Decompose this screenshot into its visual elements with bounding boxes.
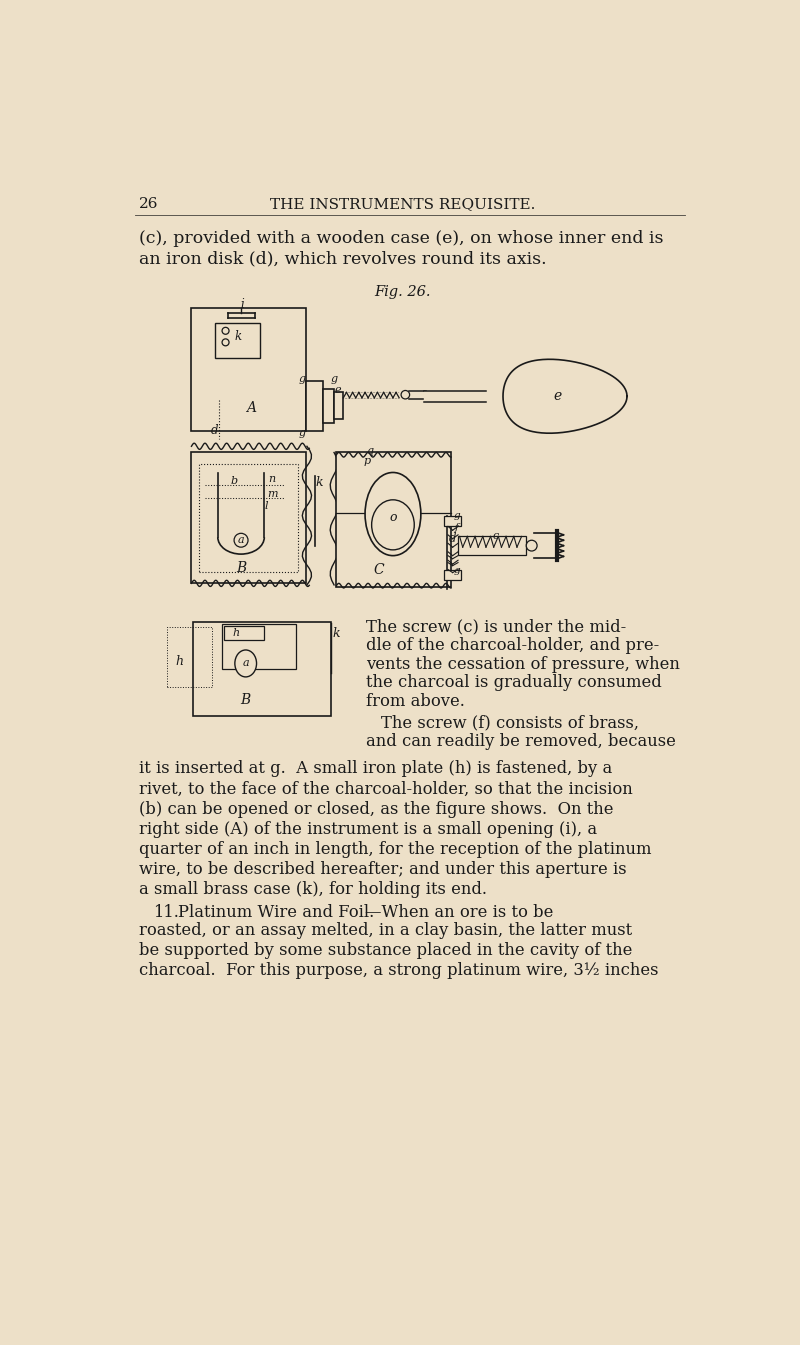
Bar — [458, 537, 526, 555]
Text: d: d — [211, 425, 218, 437]
Circle shape — [222, 339, 229, 346]
Text: rivet, to the face of the charcoal-holder, so that the incision: rivet, to the face of the charcoal-holde… — [138, 780, 633, 798]
Bar — [167, 627, 212, 687]
Bar — [336, 452, 451, 588]
Text: dle of the charcoal-holder, and pre-: dle of the charcoal-holder, and pre- — [366, 638, 659, 654]
Text: Platinum Wire and Foil.: Platinum Wire and Foil. — [178, 904, 374, 921]
Text: A: A — [246, 401, 256, 414]
Text: right side (A) of the instrument is a small opening (i), a: right side (A) of the instrument is a sm… — [138, 820, 597, 838]
Text: C: C — [374, 562, 384, 577]
Text: and can readily be removed, because: and can readily be removed, because — [366, 733, 676, 749]
Bar — [222, 624, 296, 668]
Ellipse shape — [365, 472, 421, 555]
Polygon shape — [424, 391, 487, 402]
Text: p: p — [364, 456, 371, 465]
Text: (c), provided with a wooden case (e), on whose inner end is: (c), provided with a wooden case (e), on… — [138, 230, 663, 247]
Text: g: g — [298, 374, 306, 385]
Text: a: a — [242, 659, 249, 668]
Bar — [193, 621, 331, 716]
Text: q: q — [366, 447, 374, 456]
Text: a: a — [238, 535, 244, 545]
Text: The screw (c) is under the mid-: The screw (c) is under the mid- — [366, 619, 626, 636]
Text: m: m — [267, 490, 278, 499]
Text: k: k — [234, 330, 242, 343]
Bar — [214, 323, 260, 358]
Text: B: B — [236, 561, 246, 574]
Bar — [306, 381, 323, 430]
Text: quarter of an inch in length, for the reception of the platinum: quarter of an inch in length, for the re… — [138, 841, 651, 858]
Text: a small brass case (k), for holding its end.: a small brass case (k), for holding its … — [138, 881, 486, 897]
Text: vents the cessation of pressure, when: vents the cessation of pressure, when — [366, 656, 680, 672]
Text: g: g — [453, 511, 460, 521]
Bar — [191, 452, 306, 584]
Text: g: g — [330, 374, 338, 385]
Polygon shape — [503, 359, 627, 433]
Bar — [444, 569, 461, 580]
Text: from above.: from above. — [366, 693, 465, 710]
Text: 11.: 11. — [153, 904, 178, 921]
Text: Fig. 26.: Fig. 26. — [374, 285, 430, 300]
Text: The screw (f) consists of brass,: The screw (f) consists of brass, — [382, 714, 639, 732]
Text: an iron disk (d), which revolves round its axis.: an iron disk (d), which revolves round i… — [138, 250, 546, 268]
Text: (b) can be opened or closed, as the figure shows.  On the: (b) can be opened or closed, as the figu… — [138, 800, 614, 818]
Text: n: n — [269, 475, 276, 484]
Text: l: l — [265, 502, 268, 511]
Ellipse shape — [372, 500, 414, 550]
Text: h: h — [175, 655, 183, 668]
Text: o: o — [389, 511, 397, 523]
Text: k: k — [333, 627, 340, 640]
Text: wire, to be described hereafter; and under this aperture is: wire, to be described hereafter; and und… — [138, 861, 626, 877]
Text: —When an ore is to be: —When an ore is to be — [365, 904, 554, 921]
Text: e: e — [334, 385, 342, 395]
Text: d: d — [449, 533, 456, 545]
Text: c: c — [492, 531, 498, 542]
Text: 26: 26 — [138, 196, 158, 211]
Text: be supported by some substance placed in the cavity of the: be supported by some substance placed in… — [138, 943, 632, 959]
Text: f: f — [454, 523, 458, 533]
Circle shape — [401, 390, 410, 399]
Text: B: B — [241, 694, 251, 707]
Text: b: b — [230, 476, 238, 486]
Circle shape — [234, 534, 248, 547]
Bar — [224, 625, 264, 640]
Text: g: g — [453, 566, 460, 574]
Text: i: i — [240, 299, 244, 311]
Text: it is inserted at g.  A small iron plate (h) is fastened, by a: it is inserted at g. A small iron plate … — [138, 760, 612, 777]
Text: k: k — [315, 476, 323, 490]
Bar — [334, 393, 343, 420]
Bar — [323, 389, 334, 424]
Bar — [191, 308, 306, 430]
Text: charcoal.  For this purpose, a strong platinum wire, 3½ inches: charcoal. For this purpose, a strong pla… — [138, 962, 658, 979]
Bar — [444, 515, 461, 526]
Bar — [199, 464, 298, 572]
Text: THE INSTRUMENTS REQUISITE.: THE INSTRUMENTS REQUISITE. — [270, 196, 535, 211]
Text: roasted, or an assay melted, in a clay basin, the latter must: roasted, or an assay melted, in a clay b… — [138, 923, 632, 939]
Ellipse shape — [235, 650, 257, 677]
Circle shape — [222, 327, 229, 335]
Circle shape — [526, 541, 537, 551]
Text: e: e — [553, 389, 562, 404]
Text: g: g — [298, 428, 306, 438]
Text: h: h — [232, 628, 239, 638]
Text: the charcoal is gradually consumed: the charcoal is gradually consumed — [366, 674, 662, 691]
